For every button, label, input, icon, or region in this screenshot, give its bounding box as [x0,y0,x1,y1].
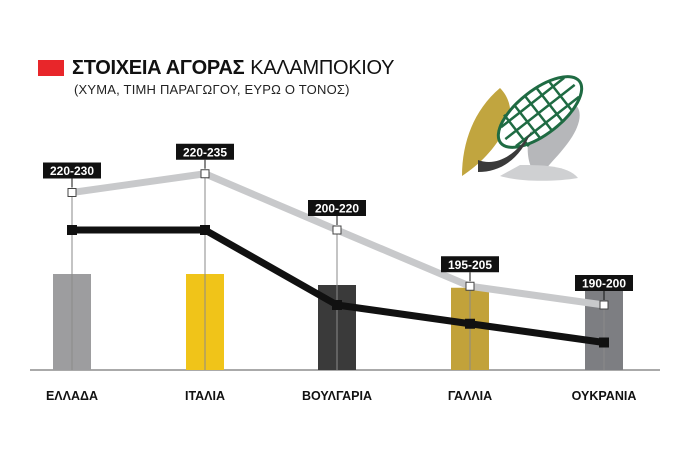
range-label: 200-220 [315,202,359,216]
range-label: 220-235 [183,145,227,159]
high-point-marker [332,225,342,235]
high-point-marker [465,281,475,291]
high-point-marker [67,188,77,197]
title-bold-text: ΣΤΟΙΧΕΙΑ ΑΓΟΡΑΣ [72,56,245,79]
category-label: ΓΑΛΛΙΑ [448,389,492,403]
category-label: ΟΥΚΡΑΝΙΑ [572,389,637,403]
high-point-marker [599,300,609,310]
category-label: ΙΤΑΛΙΑ [185,389,225,403]
low-point-marker [332,300,342,310]
corn-cob-icon [462,75,584,181]
low-point-marker [465,318,475,329]
low-point-marker [200,225,210,235]
chart-title: ΣΤΟΙΧΕΙΑ ΑΓΟΡΑΣ ΚΑΛΑΜΠΟΚΙΟΥ [38,56,394,80]
low-point-marker [67,225,77,235]
low-point-marker [599,337,609,348]
range-label: 195-205 [448,258,492,272]
range-label: 190-200 [582,277,626,291]
range-label-box [441,256,499,273]
range-label: 220-230 [50,164,94,178]
category-label: ΕΛΛΑΔΑ [46,389,98,403]
range-label-box [308,200,366,216]
title-accent-swatch [38,60,64,76]
title-light-text: ΚΑΛΑΜΠΟΚΙΟΥ [250,56,395,79]
category-label: ΒΟΥΛΓΑΡΙΑ [302,389,372,403]
range-label-box [575,275,633,291]
range-label-box [43,162,101,179]
range-label-box [176,143,234,160]
high-point-marker [200,169,210,179]
chart-subtitle: (ΧΥΜΑ, ΤΙΜΗ ΠΑΡΑΓΩΓΟΥ, ΕΥΡΩ Ο ΤΟΝΟΣ) [74,82,350,97]
